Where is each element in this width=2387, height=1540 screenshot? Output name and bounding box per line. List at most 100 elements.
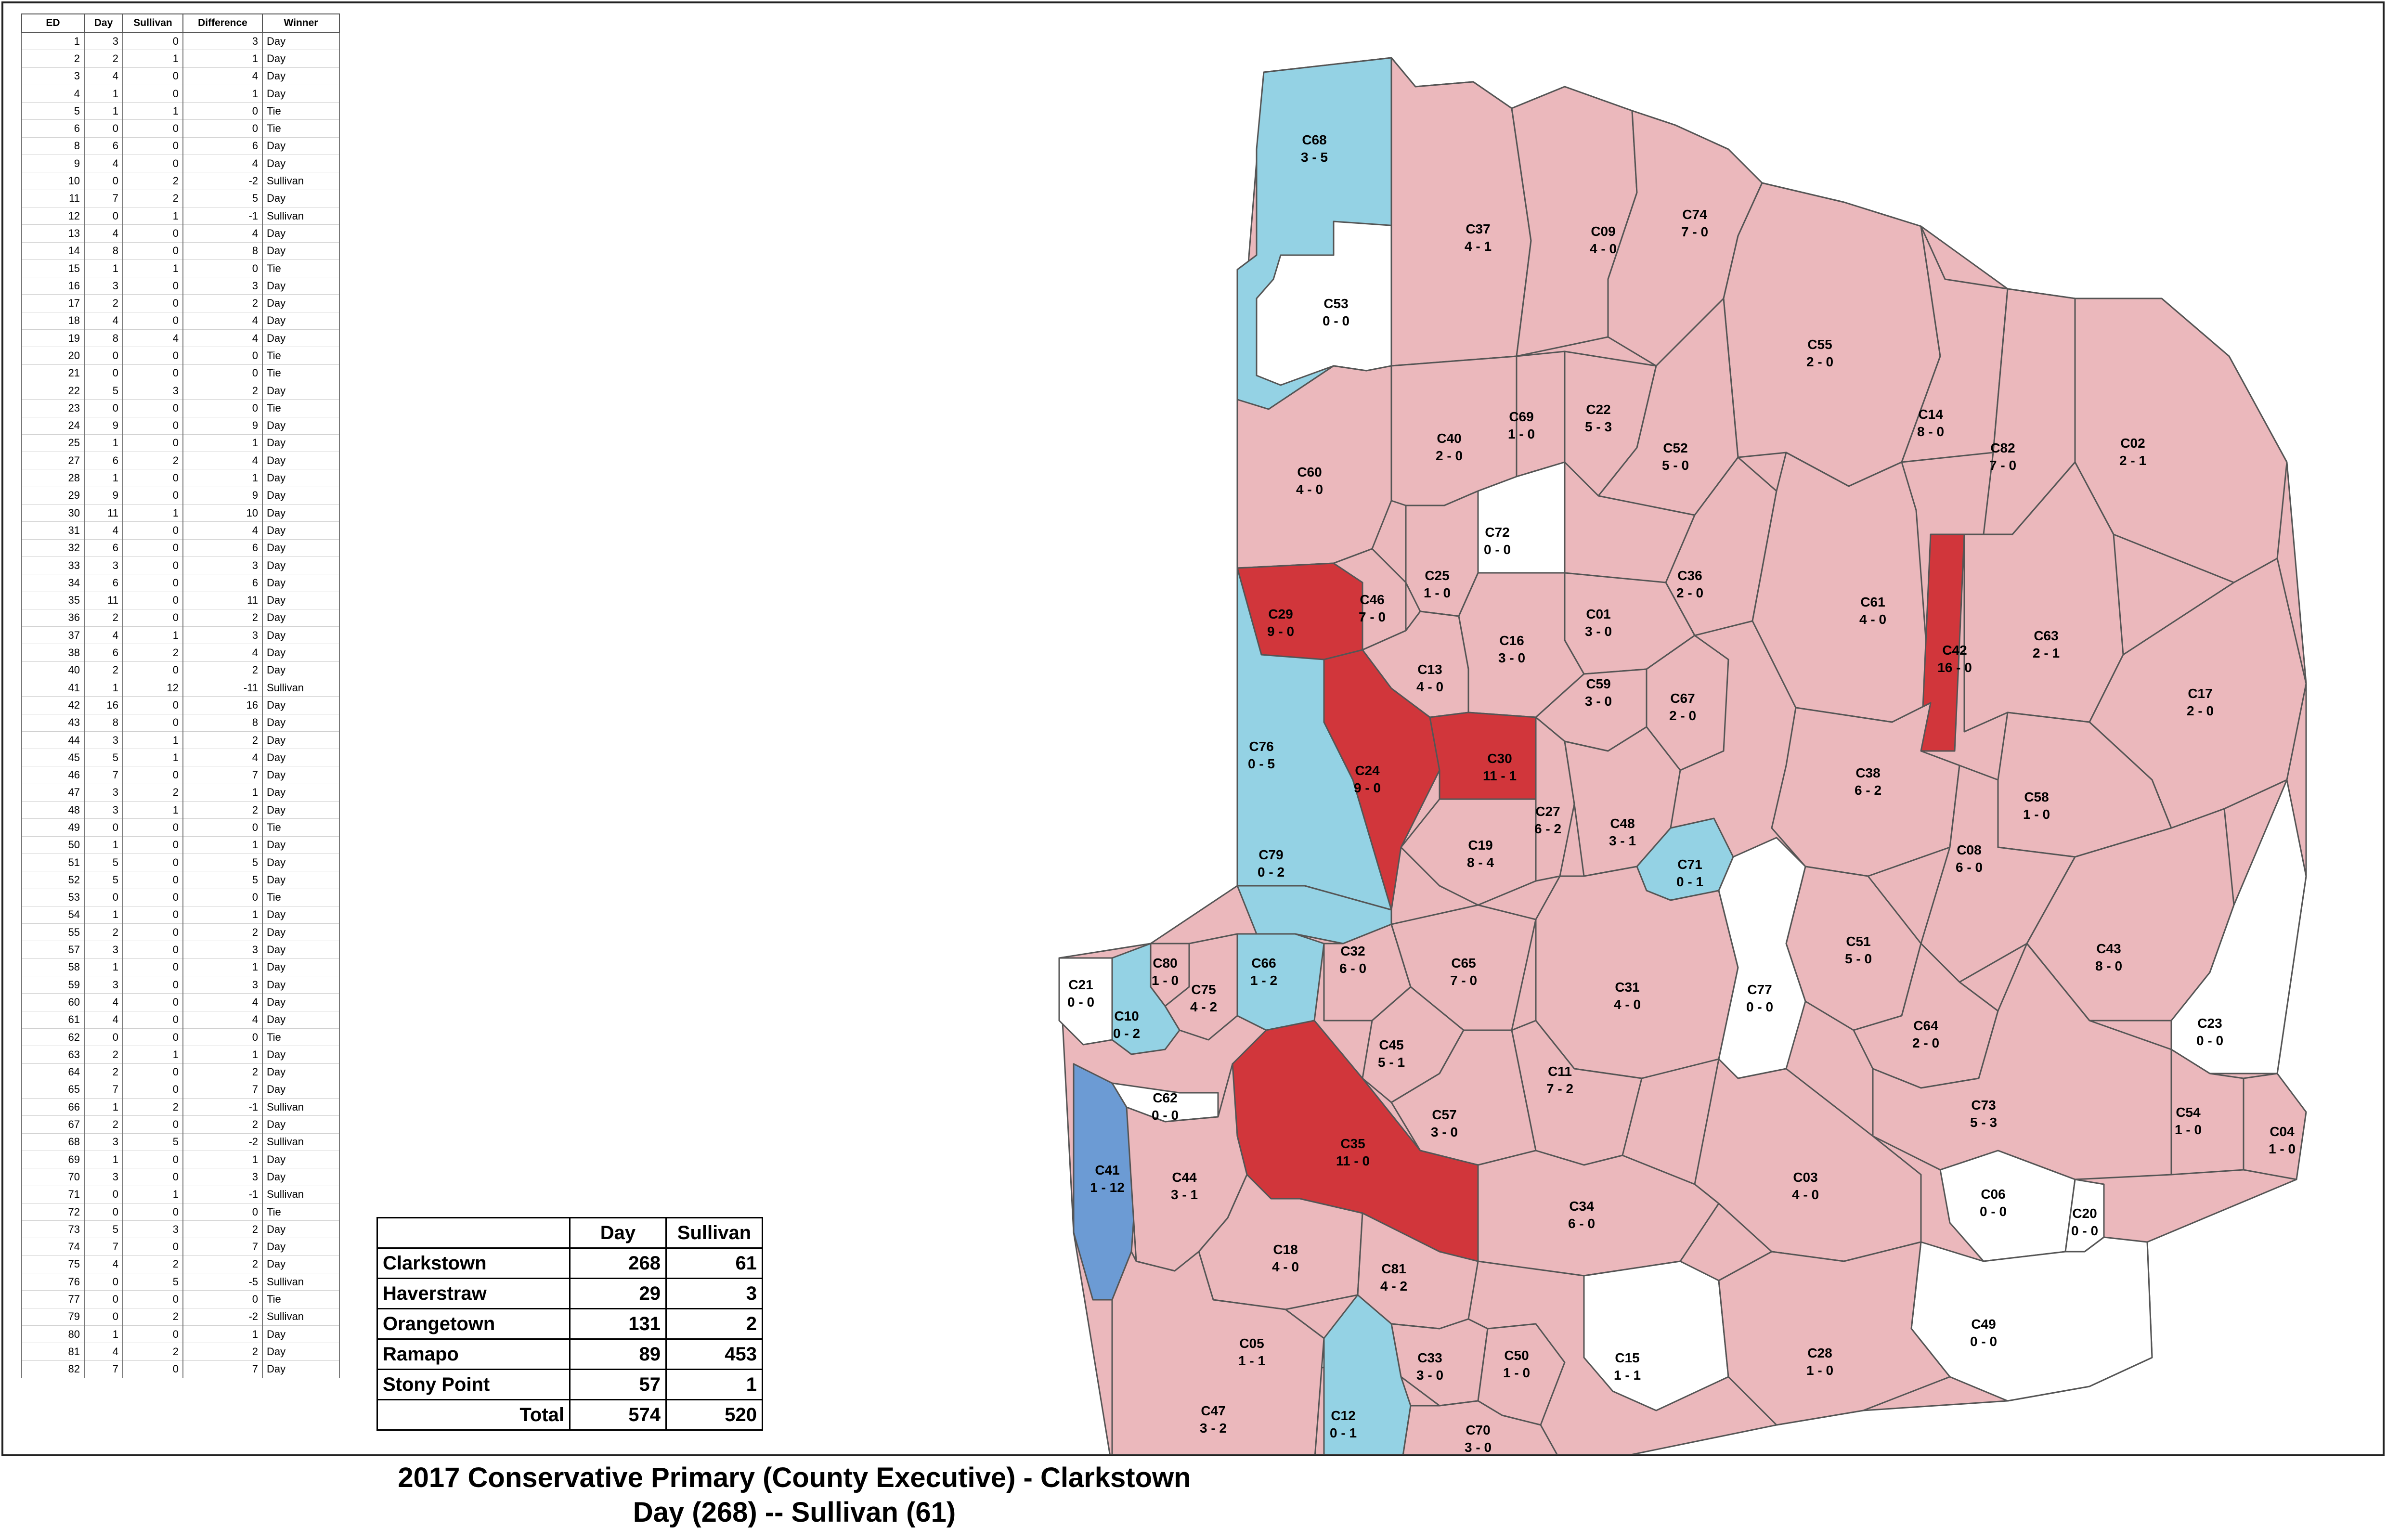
ed-sullivan-votes: 0	[122, 1081, 183, 1099]
ed-sullivan-votes: 1	[122, 504, 183, 522]
ed-winner: Day	[262, 609, 340, 627]
town-sullivan-votes: 1	[665, 1369, 763, 1400]
ed-winner: Day	[262, 452, 340, 470]
ed-difference: 3	[182, 277, 263, 295]
ed-sullivan-votes: 0	[122, 277, 183, 295]
district-c64-score-label: 2 - 0	[1912, 1035, 1939, 1050]
ed-day-votes: 3	[84, 731, 123, 750]
ed-winner: Tie	[262, 889, 340, 906]
ed-winner: Day	[262, 696, 340, 714]
ed-sullivan-votes: 0	[122, 67, 183, 85]
district-c31-id-label: C31	[1615, 980, 1639, 995]
district-c04-region	[2243, 1073, 2307, 1180]
ed-number: 61	[21, 1011, 85, 1029]
ed-number: 36	[21, 609, 85, 627]
ed-sullivan-votes: 0	[122, 1011, 183, 1029]
ed-day-votes: 0	[84, 1273, 123, 1291]
ed-number: 20	[21, 347, 85, 365]
ed-number: 10	[21, 172, 85, 190]
ed-number: 31	[21, 521, 85, 540]
ed-table-row: 40 2 0 2 Day	[21, 661, 340, 679]
ed-difference: 4	[182, 312, 263, 330]
ed-table-row: 48 3 1 2 Day	[21, 801, 340, 819]
ed-sullivan-votes: 1	[122, 626, 183, 645]
ed-day-votes: 3	[84, 556, 123, 575]
ed-sullivan-votes: 1	[122, 801, 183, 819]
ed-number: 73	[21, 1220, 85, 1239]
ed-sullivan-votes: 0	[122, 609, 183, 627]
ed-table-row: 38 6 2 4 Day	[21, 644, 340, 662]
ed-day-votes: 2	[84, 1046, 123, 1064]
ed-day-votes: 4	[84, 1255, 123, 1274]
district-c11-id-label: C11	[1548, 1064, 1572, 1079]
ed-table-row: 73 5 3 2 Day	[21, 1220, 340, 1239]
ed-day-votes: 0	[84, 207, 123, 225]
ed-difference: 1	[182, 784, 263, 802]
ed-day-votes: 4	[84, 521, 123, 540]
ed-number: 40	[21, 661, 85, 679]
ed-winner: Day	[262, 836, 340, 854]
district-c60-id-label: C60	[1297, 465, 1322, 479]
ed-number: 55	[21, 923, 85, 942]
ed-winner: Day	[262, 731, 340, 750]
ed-winner: Day	[262, 277, 340, 295]
ed-difference: -2	[182, 1133, 263, 1152]
ed-sullivan-votes: 0	[122, 889, 183, 906]
ed-day-votes: 3	[84, 784, 123, 802]
ed-winner: Day	[262, 417, 340, 435]
ed-sullivan-votes: 0	[122, 1115, 183, 1134]
district-c16-id-label: C16	[1499, 633, 1524, 648]
ed-number: 28	[21, 469, 85, 487]
ed-table-row: 5 1 1 0 Tie	[21, 102, 340, 120]
district-map: C68 3 - 5 C53 0 - 0 C37 4 - 1 C09 4 - 0 C74 7 - 0…	[1058, 57, 2307, 1454]
ed-difference: 1	[182, 1151, 263, 1169]
ed-day-votes: 3	[84, 976, 123, 994]
ed-difference: 5	[182, 871, 263, 889]
district-c10-region	[1111, 943, 1181, 1055]
ed-difference: 4	[182, 452, 263, 470]
district-c76-score-label: 0 - 5	[1248, 756, 1275, 771]
ed-table-row: 75 4 2 2 Day	[21, 1255, 340, 1274]
ed-day-votes: 2	[84, 923, 123, 942]
district-c18-score-label: 4 - 0	[1272, 1259, 1299, 1274]
ed-winner: Day	[262, 1046, 340, 1064]
ed-table-row: 45 5 1 4 Day	[21, 749, 340, 767]
district-c45-score-label: 5 - 1	[1378, 1055, 1405, 1070]
district-c41-id-label: C41	[1095, 1163, 1119, 1178]
ed-number: 66	[21, 1098, 85, 1116]
district-c43-id-label: C43	[2096, 941, 2121, 956]
ed-difference: 0	[182, 1028, 263, 1047]
district-c34-region	[1477, 1150, 1720, 1277]
ed-day-votes: 5	[84, 871, 123, 889]
ed-sullivan-votes: 0	[122, 556, 183, 575]
ed-difference: 3	[182, 626, 263, 645]
ed-difference: 0	[182, 889, 263, 906]
ed-sullivan-votes: 0	[122, 923, 183, 942]
ed-number: 52	[21, 871, 85, 889]
ed-difference: 4	[182, 1011, 263, 1029]
district-c29-id-label: C29	[1268, 607, 1293, 621]
district-c67-id-label: C67	[1670, 691, 1695, 706]
district-c23-score-label: 0 - 0	[2196, 1033, 2223, 1048]
town-name: Haverstraw	[376, 1278, 571, 1309]
district-c35-id-label: C35	[1340, 1136, 1365, 1151]
ed-table-row: 35 11 0 11 Day	[21, 592, 340, 609]
ed-table-row: 70 3 0 3 Day	[21, 1168, 340, 1186]
town-total-day: 574	[569, 1399, 667, 1431]
ed-header-winner: Winner	[262, 13, 340, 33]
ed-number: 79	[21, 1308, 85, 1326]
ed-winner: Day	[262, 224, 340, 243]
ed-sullivan-votes: 0	[122, 521, 183, 540]
ed-difference: 2	[182, 1343, 263, 1361]
ed-difference: -11	[182, 679, 263, 697]
town-header-blank	[376, 1217, 571, 1249]
district-c42-id-label: C42	[1942, 643, 1967, 658]
district-c47-score-label: 3 - 2	[1200, 1421, 1227, 1436]
ed-table-row: 14 8 0 8 Day	[21, 242, 340, 260]
district-c25-id-label: C25	[1425, 568, 1449, 583]
ed-winner: Day	[262, 85, 340, 103]
ed-number: 19	[21, 329, 85, 348]
ed-day-votes: 8	[84, 242, 123, 260]
ed-day-votes: 7	[84, 1081, 123, 1099]
ed-day-votes: 1	[84, 102, 123, 120]
